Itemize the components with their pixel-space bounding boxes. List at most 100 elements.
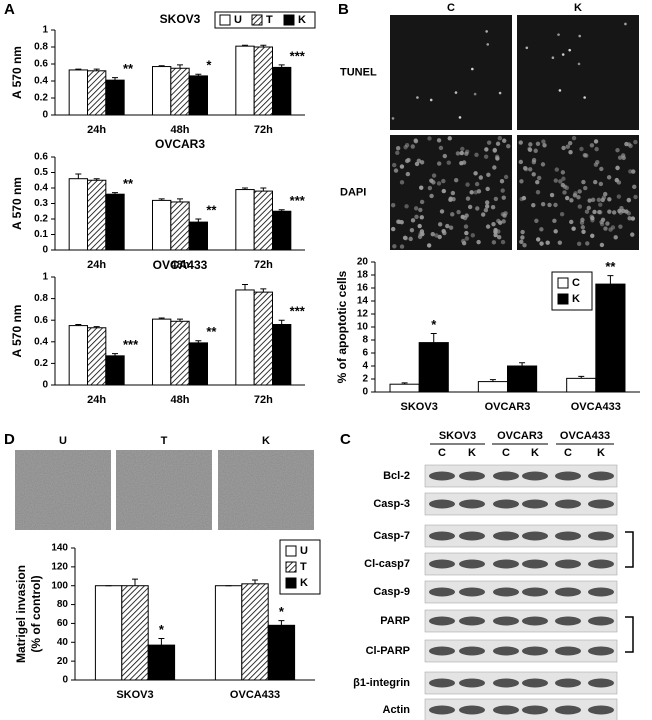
blot-band — [522, 559, 548, 569]
cell-dot — [416, 158, 422, 163]
cell-dot — [626, 142, 632, 147]
cell-dot — [427, 185, 433, 191]
blot-strip — [424, 464, 618, 488]
bracket — [625, 531, 634, 568]
x-tick-label: SKOV3 — [401, 401, 438, 413]
y-tick-label: 14 — [357, 296, 369, 307]
cell-dot — [390, 226, 396, 232]
chart-title: OVCAR3 — [155, 137, 205, 151]
cell-dot — [584, 209, 590, 214]
y-tick-label: 0.4 — [34, 183, 48, 194]
bar — [105, 193, 125, 251]
cell-dot — [632, 184, 637, 190]
y-tick-label: 20 — [57, 656, 69, 667]
chart-title: OVCA433 — [153, 258, 208, 272]
y-tick-label: 0.1 — [34, 229, 48, 240]
blot-strip — [424, 524, 618, 548]
invasion-image — [116, 450, 212, 530]
x-tick-label: OVCAR3 — [485, 401, 531, 413]
cell-dot — [611, 210, 617, 215]
blot-strip — [424, 580, 618, 604]
y-axis-label: Matrigel invasion — [14, 565, 28, 663]
blot-band — [429, 531, 455, 541]
y-axis-label: (% of control) — [29, 575, 43, 652]
cell-dot — [500, 239, 506, 245]
error-bar — [177, 198, 183, 202]
y-tick-label: 80 — [57, 599, 69, 610]
error-bar — [252, 579, 258, 584]
bar — [170, 201, 190, 251]
cell-dot — [603, 226, 608, 231]
blot-band — [429, 559, 455, 569]
cell-dot — [617, 208, 622, 214]
cell-dot — [478, 175, 484, 180]
significance-label: ** — [123, 61, 134, 76]
cell-dot — [459, 150, 464, 156]
cell-dot — [633, 194, 638, 200]
micrograph — [517, 15, 639, 130]
bar — [272, 66, 292, 116]
y-axis-label: A 570 nm — [10, 46, 24, 99]
x-tick-label: 72h — [254, 259, 273, 271]
cell-dot — [547, 202, 552, 208]
cell-dot — [576, 241, 582, 247]
y-tick-label: 0 — [62, 675, 68, 686]
cell-dot — [399, 164, 405, 169]
blot-lane-label: C — [564, 447, 572, 459]
significance-label: * — [206, 58, 212, 73]
bar — [267, 624, 296, 681]
y-tick-label: 0.8 — [34, 293, 48, 304]
blot-band — [493, 531, 519, 541]
blot-band — [522, 646, 548, 656]
error-bar — [75, 68, 82, 70]
cell-dot — [442, 153, 448, 159]
cell-dot — [441, 188, 447, 194]
cell-dot — [399, 244, 405, 249]
cell-dot — [577, 204, 583, 209]
cell-dot — [484, 204, 490, 209]
significance-label: ** — [206, 202, 217, 217]
y-tick-label: 4 — [362, 361, 368, 372]
legend-swatch — [285, 577, 297, 589]
cell-dot — [492, 148, 497, 153]
cell-dot — [417, 223, 422, 229]
cell-dot — [483, 154, 489, 159]
blot-row-label: β1-integrin — [353, 677, 410, 689]
y-tick-label: 40 — [57, 637, 69, 648]
cell-dot — [519, 196, 524, 202]
cell-dot — [461, 241, 467, 246]
significance-label: ** — [123, 176, 134, 191]
bar — [235, 189, 255, 251]
y-tick-label: 12 — [357, 309, 369, 320]
cell-dot — [554, 167, 560, 172]
cell-dot — [561, 53, 565, 56]
cell-dot — [571, 135, 577, 141]
cell-dot — [528, 142, 533, 147]
cell-dot — [485, 186, 490, 192]
cell-dot — [553, 229, 558, 234]
cell-dot — [579, 220, 585, 225]
cell-dot — [615, 165, 620, 171]
cell-dot — [586, 205, 592, 211]
error-bar — [158, 317, 165, 320]
cell-dot — [589, 143, 595, 148]
cell-dot — [630, 232, 635, 237]
bar — [152, 318, 172, 386]
error-bar — [401, 382, 408, 385]
blot-band — [493, 616, 519, 626]
cell-dot — [607, 209, 612, 214]
cell-dot — [436, 181, 442, 186]
cell-dot — [610, 225, 616, 230]
cell-dot — [520, 229, 525, 235]
legend-swatch — [219, 14, 231, 26]
cell-dot — [416, 96, 419, 99]
cell-dot — [419, 185, 424, 190]
cell-dot — [391, 117, 395, 120]
cell-dot — [600, 217, 606, 222]
cell-dot — [552, 218, 557, 224]
significance-label: *** — [290, 48, 306, 63]
cell-dot — [562, 184, 567, 189]
blot-lane-label: K — [531, 447, 539, 459]
cell-dot — [419, 199, 425, 205]
cell-dot — [473, 171, 478, 176]
